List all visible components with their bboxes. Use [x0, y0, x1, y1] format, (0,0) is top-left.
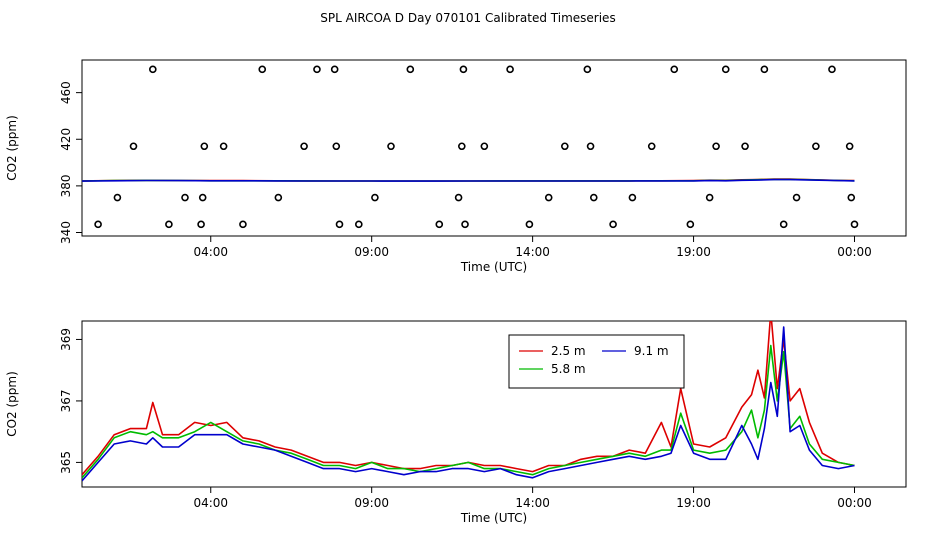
- plot-frame: [81, 320, 907, 488]
- calibration-point: [371, 193, 379, 202]
- calibration-point: [721, 65, 730, 74]
- y-tick-label: 380: [59, 174, 73, 197]
- calibration-point: [198, 193, 207, 202]
- series-line-9-1-m-m: [82, 326, 855, 482]
- y-tick-label: 365: [59, 451, 73, 474]
- plot-area: [82, 65, 859, 229]
- y-tick-label: 367: [59, 389, 73, 412]
- legend-label: 5.8 m: [551, 362, 586, 376]
- calibration-point: [760, 65, 769, 74]
- calibration-point: [332, 142, 341, 151]
- calibration-point: [628, 193, 637, 202]
- series-line-2-5-m-m: [82, 321, 855, 476]
- plot-area: [82, 321, 855, 482]
- x-tick-label: 19:00: [676, 245, 711, 259]
- calibration-point: [686, 220, 695, 229]
- calibration-point: [705, 193, 714, 202]
- calibration-point: [458, 142, 466, 151]
- calibration-point: [609, 220, 617, 229]
- calibration-point: [181, 193, 189, 202]
- x-tick-label: 00:00: [837, 245, 872, 259]
- calibration-point: [741, 142, 749, 151]
- series-line-5-8-m-m: [82, 344, 855, 479]
- x-tick-label: 04:00: [193, 496, 228, 510]
- calibration-point: [313, 65, 321, 74]
- x-tick-label: 00:00: [837, 496, 872, 510]
- calibration-point: [828, 65, 836, 74]
- x-tick-label: 04:00: [193, 245, 228, 259]
- x-tick-label: 19:00: [676, 496, 711, 510]
- calibration-point: [113, 193, 122, 202]
- calibration-point: [647, 142, 656, 151]
- calibration-point: [94, 220, 102, 229]
- y-axis-label: CO2 (ppm): [5, 115, 19, 181]
- calibration-point: [847, 193, 856, 202]
- legend-box: [508, 334, 685, 389]
- calibration-point: [406, 65, 415, 74]
- legend-label: 2.5 m: [551, 344, 586, 358]
- calibration-point: [461, 220, 469, 229]
- calibration-point: [219, 142, 228, 151]
- calibration-point: [459, 65, 468, 74]
- series-line-9-1-m-m: [82, 178, 855, 182]
- calibration-point: [454, 193, 463, 202]
- calibration-point: [583, 65, 592, 74]
- calibration-point: [197, 220, 205, 229]
- y-tick-label: 420: [59, 128, 73, 151]
- x-axis-label: Time (UTC): [460, 511, 527, 525]
- bottom-panel-lines: 04:00 09:00 14:00 19:00 00:00 365 367 369 Time (…: [5, 320, 907, 525]
- calibration-point: [779, 220, 788, 229]
- calibration-point: [792, 193, 801, 202]
- calibration-point: [200, 142, 209, 151]
- calibration-point: [544, 193, 553, 202]
- calibration-point: [387, 142, 395, 151]
- calibration-point: [355, 220, 363, 229]
- calibration-point: [435, 220, 444, 229]
- y-tick-label: 369: [59, 328, 73, 351]
- x-tick-label: 09:00: [354, 245, 389, 259]
- calibration-point: [525, 220, 534, 229]
- plot-frame: [81, 59, 907, 237]
- y-axis-label: CO2 (ppm): [5, 371, 19, 437]
- calibration-point: [274, 193, 283, 202]
- calibration-point: [258, 65, 267, 74]
- x-tick-label: 14:00: [515, 245, 550, 259]
- x-axis-label: Time (UTC): [460, 260, 527, 274]
- calibration-point: [589, 193, 598, 202]
- calibration-point: [330, 65, 339, 74]
- x-tick-label: 09:00: [354, 496, 389, 510]
- calibration-point: [561, 142, 569, 151]
- calibration-point: [812, 142, 820, 151]
- calibration-point: [480, 142, 489, 151]
- calibration-point: [850, 220, 859, 229]
- calibration-point: [300, 142, 308, 151]
- calibration-point: [670, 65, 679, 74]
- y-tick-label: 340: [59, 221, 73, 244]
- calibration-point: [149, 65, 157, 74]
- y-tick-label: 460: [59, 81, 73, 104]
- figure-title: SPL AIRCOA D Day 070101 Calibrated Times…: [320, 11, 615, 25]
- calibration-point: [165, 220, 173, 229]
- calibration-point: [129, 142, 138, 151]
- calibration-point: [586, 142, 595, 151]
- legend-label: 9.1 m: [634, 344, 669, 358]
- calibration-point: [845, 142, 854, 151]
- calibration-point: [506, 65, 514, 74]
- top-panel-scatter: 04:00 09:00 14:00 19:00 00:00 340 380 420 460 Tim…: [5, 59, 907, 274]
- calibration-point: [239, 220, 247, 229]
- calibration-point: [335, 220, 344, 229]
- x-tick-label: 14:00: [515, 496, 550, 510]
- calibration-point: [712, 142, 720, 151]
